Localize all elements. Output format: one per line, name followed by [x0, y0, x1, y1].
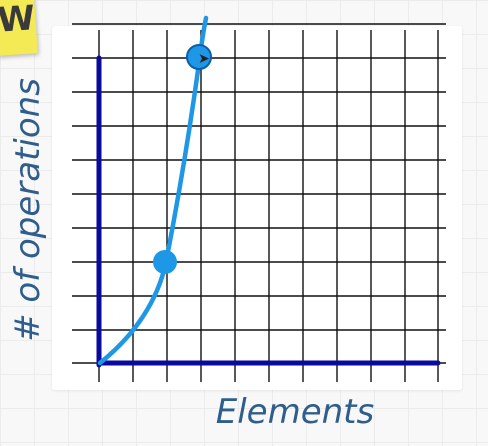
y-axis-label-container: # of operations — [2, 60, 54, 360]
curve-point-upper — [186, 44, 212, 70]
growth-curve — [97, 15, 209, 366]
x-axis-label: Elements — [215, 392, 375, 432]
grid — [72, 23, 446, 382]
curve-point-lower — [153, 250, 177, 274]
y-axis-label: # of operations — [8, 78, 48, 342]
cursor-arrow-icon: ➤ — [198, 51, 210, 67]
